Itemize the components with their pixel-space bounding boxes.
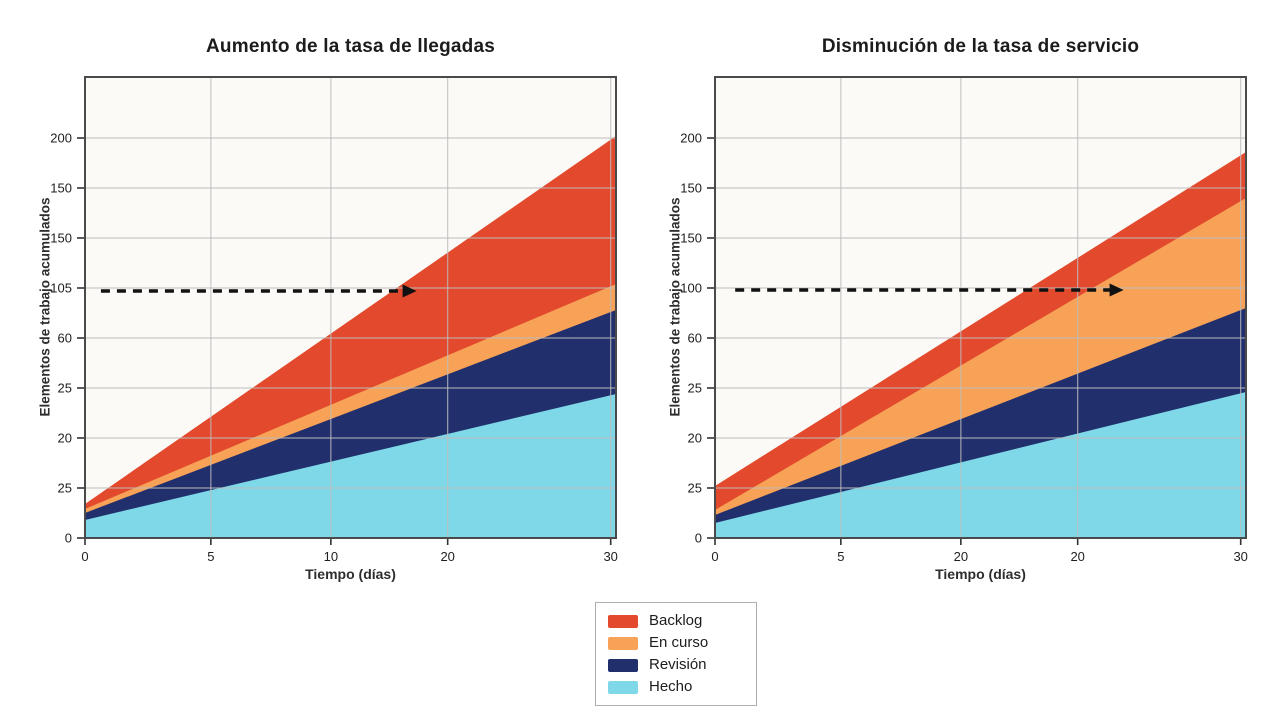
legend-label: Revisión bbox=[649, 656, 707, 673]
x-tick-label: 5 bbox=[837, 549, 844, 564]
x-tick-label: 10 bbox=[324, 549, 338, 564]
y-tick-label: 60 bbox=[688, 331, 702, 346]
x-tick-label: 20 bbox=[440, 549, 454, 564]
hecho-swatch-icon bbox=[608, 680, 638, 694]
y-tick-label: 25 bbox=[58, 381, 72, 396]
plot-border bbox=[714, 76, 1247, 539]
area-hecho bbox=[715, 392, 1246, 538]
legend-label: Hecho bbox=[649, 678, 693, 695]
legend-item-en-curso: En curso bbox=[608, 632, 744, 654]
arrow-head-icon bbox=[1109, 283, 1124, 297]
y-tick-label: 25 bbox=[688, 381, 702, 396]
x-axis-label: Tiempo (días) bbox=[935, 566, 1026, 582]
legend-item-backlog: Backlog bbox=[608, 610, 744, 632]
y-tick-label: 20 bbox=[688, 431, 702, 446]
area-hecho bbox=[85, 394, 616, 538]
legend-label: Backlog bbox=[649, 612, 703, 629]
legend-label: En curso bbox=[649, 634, 709, 651]
y-tick-label: 150 bbox=[50, 231, 72, 246]
y-tick-label: 150 bbox=[50, 181, 72, 196]
y-tick-label: 200 bbox=[50, 131, 72, 146]
y-tick-label: 25 bbox=[688, 481, 702, 496]
legend: Backlog En curso Revisión Hecho bbox=[595, 602, 757, 706]
plot-area: 0 5 10 20 30 0 25 20 25 60 105 150 150 200 bbox=[50, 76, 618, 564]
y-tick-label: 0 bbox=[695, 531, 702, 546]
x-tick-label: 0 bbox=[81, 549, 88, 564]
y-tick-label: 0 bbox=[65, 531, 72, 546]
chart-service-rate-decrease: Disminución de la tasa de servicio Eleme… bbox=[630, 0, 1280, 600]
y-tick-label: 105 bbox=[50, 281, 72, 296]
revision-swatch-icon bbox=[608, 658, 638, 672]
x-tick-label: 20 bbox=[954, 549, 968, 564]
x-tick-label: 30 bbox=[603, 549, 617, 564]
legend-item-revision: Revisión bbox=[608, 654, 744, 676]
plot-area: 0 5 20 20 30 0 25 20 25 60 100 150 150 200 bbox=[680, 76, 1248, 564]
x-tick-label: 5 bbox=[207, 549, 214, 564]
chart-title: Aumento de la tasa de llegadas bbox=[206, 36, 495, 57]
y-tick-label: 20 bbox=[58, 431, 72, 446]
x-tick-label: 30 bbox=[1233, 549, 1247, 564]
backlog-swatch-icon bbox=[608, 614, 638, 628]
y-tick-label: 200 bbox=[680, 131, 702, 146]
chart-arrival-rate-increase: Aumento de la tasa de llegadas Elementos… bbox=[0, 0, 650, 600]
en-curso-swatch-icon bbox=[608, 636, 638, 650]
x-tick-label: 0 bbox=[711, 549, 718, 564]
plot-border bbox=[84, 76, 617, 539]
y-tick-label: 25 bbox=[58, 481, 72, 496]
y-tick-label: 100 bbox=[680, 281, 702, 296]
y-tick-label: 150 bbox=[680, 231, 702, 246]
y-tick-label: 60 bbox=[58, 331, 72, 346]
arrow-head-icon bbox=[402, 284, 417, 298]
chart-title: Disminución de la tasa de servicio bbox=[821, 36, 1140, 57]
x-tick-label: 20 bbox=[1070, 549, 1084, 564]
legend-item-hecho: Hecho bbox=[608, 676, 744, 698]
x-axis-label: Tiempo (días) bbox=[305, 566, 396, 582]
y-tick-label: 150 bbox=[680, 181, 702, 196]
